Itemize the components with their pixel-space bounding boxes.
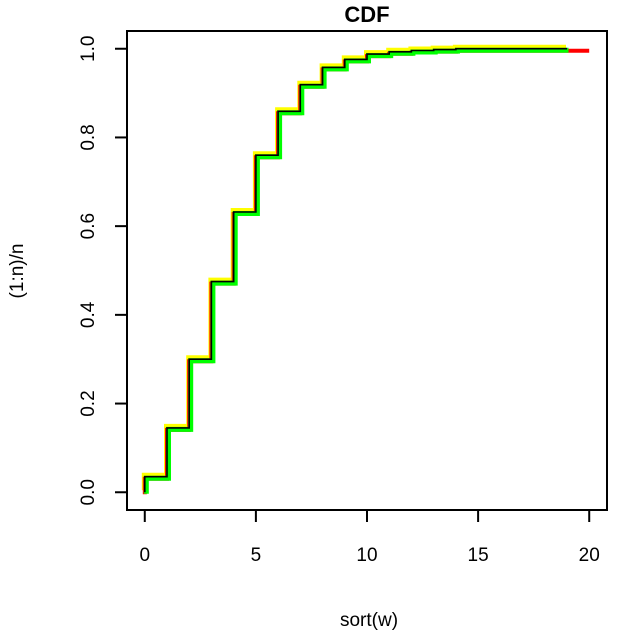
- y-tick-label: 0.4: [78, 301, 99, 328]
- x-tick-label: 20: [579, 545, 600, 566]
- x-axis-ticks: 0 5 10 15 20: [139, 511, 600, 566]
- y-axis-label: (1:n)/n: [7, 244, 28, 299]
- x-axis-label: sort(w): [340, 610, 398, 631]
- x-tick-label: 0: [139, 545, 150, 566]
- x-tick-label: 10: [356, 545, 377, 566]
- y-tick-label: 1.0: [78, 36, 99, 62]
- series-lines: [141, 44, 590, 495]
- x-tick-label: 15: [468, 545, 489, 566]
- y-tick-label: 0.2: [78, 390, 99, 416]
- y-tick-label: 0.6: [78, 213, 99, 239]
- plot-box: [126, 30, 608, 511]
- x-tick-label: 5: [251, 545, 262, 566]
- y-tick-label: 0.8: [78, 124, 99, 150]
- y-tick-label: 0.0: [78, 479, 99, 505]
- black-cdf-line: [144, 47, 567, 493]
- red-cdf-line: [142, 48, 590, 495]
- green-cdf-line: [143, 47, 569, 494]
- yellow-cdf-line: [141, 44, 566, 491]
- y-axis-ticks: 0.0 0.2 0.4 0.6 0.8 1.0: [78, 36, 126, 505]
- chart-title: CDF: [344, 2, 389, 27]
